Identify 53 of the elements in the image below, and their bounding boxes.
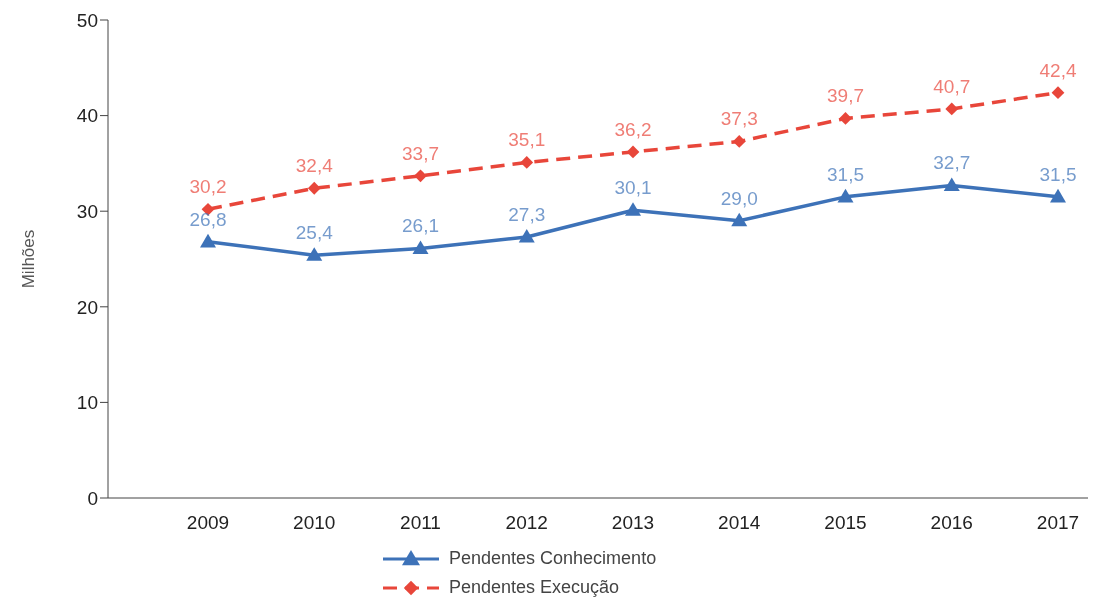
data-label: 39,7 xyxy=(827,85,864,107)
y-axis-title: Milhões xyxy=(19,229,39,289)
point xyxy=(306,247,323,261)
data-label: 30,2 xyxy=(189,176,227,198)
point xyxy=(943,177,960,191)
y-tick-label: 40 xyxy=(76,105,98,127)
x-tick-label: 2010 xyxy=(293,512,336,534)
point xyxy=(307,181,321,195)
point xyxy=(731,212,748,227)
y-tick-label: 10 xyxy=(76,392,98,414)
point xyxy=(837,188,854,203)
legend-label: Pendentes Execução xyxy=(449,577,620,598)
point xyxy=(518,229,535,243)
data-label: 36,2 xyxy=(614,118,652,140)
x-tick-label: 2017 xyxy=(1036,512,1080,534)
y-tick-label: 30 xyxy=(76,200,98,222)
data-label: 42,4 xyxy=(1039,59,1077,81)
data-label: 40,7 xyxy=(933,75,971,97)
data-label: 25,4 xyxy=(295,222,334,244)
x-tick-label: 2011 xyxy=(400,512,441,534)
point xyxy=(520,156,534,169)
x-tick-label: 2013 xyxy=(611,512,655,534)
x-tick-label: 2009 xyxy=(186,512,230,534)
point xyxy=(1051,86,1065,100)
data-label: 35,1 xyxy=(508,129,546,151)
data-label: 37,3 xyxy=(720,108,758,130)
data-label: 33,7 xyxy=(402,142,439,164)
x-tick-label: 2014 xyxy=(718,512,761,534)
x-tick-label: 2016 xyxy=(930,512,973,534)
data-label: 29,0 xyxy=(720,187,758,209)
point xyxy=(625,202,641,216)
point xyxy=(839,112,852,125)
data-label: 26,8 xyxy=(189,208,227,230)
point xyxy=(1050,188,1066,203)
y-tick-label: 20 xyxy=(76,296,98,318)
y-tick-label: 50 xyxy=(76,9,98,31)
data-label: 32,4 xyxy=(295,155,334,177)
legend-label: Pendentes Conhecimento xyxy=(449,548,657,569)
point xyxy=(732,135,746,148)
point xyxy=(200,233,216,248)
point xyxy=(626,145,640,159)
x-tick-label: 2015 xyxy=(824,512,867,534)
data-label: 32,7 xyxy=(933,152,971,174)
y-tick-label: 0 xyxy=(87,487,98,509)
data-label: 26,1 xyxy=(402,215,439,237)
point xyxy=(414,169,427,183)
point xyxy=(945,102,959,116)
data-label: 31,5 xyxy=(1039,163,1077,185)
point xyxy=(412,240,429,255)
x-tick-label: 2012 xyxy=(505,512,548,534)
data-label: 30,1 xyxy=(614,177,652,199)
data-label: 31,5 xyxy=(827,163,864,185)
data-label: 27,3 xyxy=(508,204,546,226)
